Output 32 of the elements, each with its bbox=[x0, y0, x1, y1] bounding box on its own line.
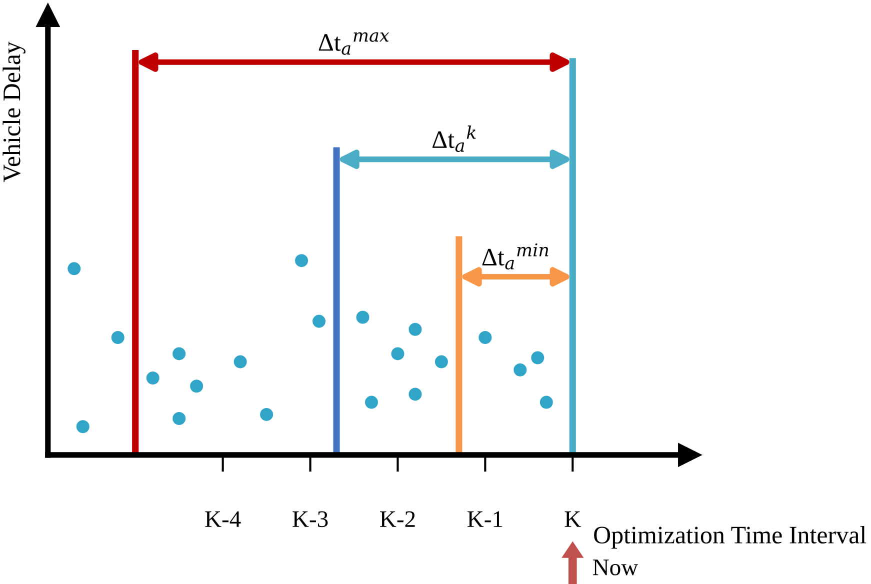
annotation: Δt$_{a}$$^{max}$ bbox=[318, 32, 390, 55]
point bbox=[68, 262, 81, 276]
point bbox=[478, 331, 492, 344]
point bbox=[76, 420, 90, 434]
point bbox=[434, 355, 448, 368]
point bbox=[514, 363, 527, 376]
point bbox=[408, 388, 422, 401]
point bbox=[190, 380, 204, 393]
point bbox=[391, 347, 404, 360]
point bbox=[540, 396, 553, 409]
point bbox=[408, 322, 422, 336]
annotation: Δt$_{a}$$^{min}$ bbox=[482, 243, 548, 270]
point bbox=[295, 254, 308, 268]
point bbox=[531, 351, 544, 364]
x-tick-label: K-1 bbox=[468, 511, 502, 527]
x-axis-title: Optimization Time Interval bbox=[594, 526, 866, 549]
y-axis-title: Vehicle Delay bbox=[2, 42, 26, 182]
point bbox=[364, 396, 378, 409]
point bbox=[111, 331, 124, 344]
point bbox=[234, 355, 247, 368]
x-tick-label: K-3 bbox=[292, 511, 328, 528]
point bbox=[172, 347, 186, 360]
point bbox=[356, 310, 370, 324]
x-tick-label: K-4 bbox=[205, 511, 241, 527]
point bbox=[260, 408, 274, 421]
point bbox=[146, 371, 160, 385]
x-tick-label: K bbox=[564, 511, 581, 527]
annotation: Δt$_{a}$$^{k}$ bbox=[432, 125, 476, 152]
x-tick-label: K-2 bbox=[380, 511, 415, 527]
point bbox=[172, 412, 186, 425]
point bbox=[312, 314, 326, 328]
text: Now bbox=[592, 560, 638, 576]
